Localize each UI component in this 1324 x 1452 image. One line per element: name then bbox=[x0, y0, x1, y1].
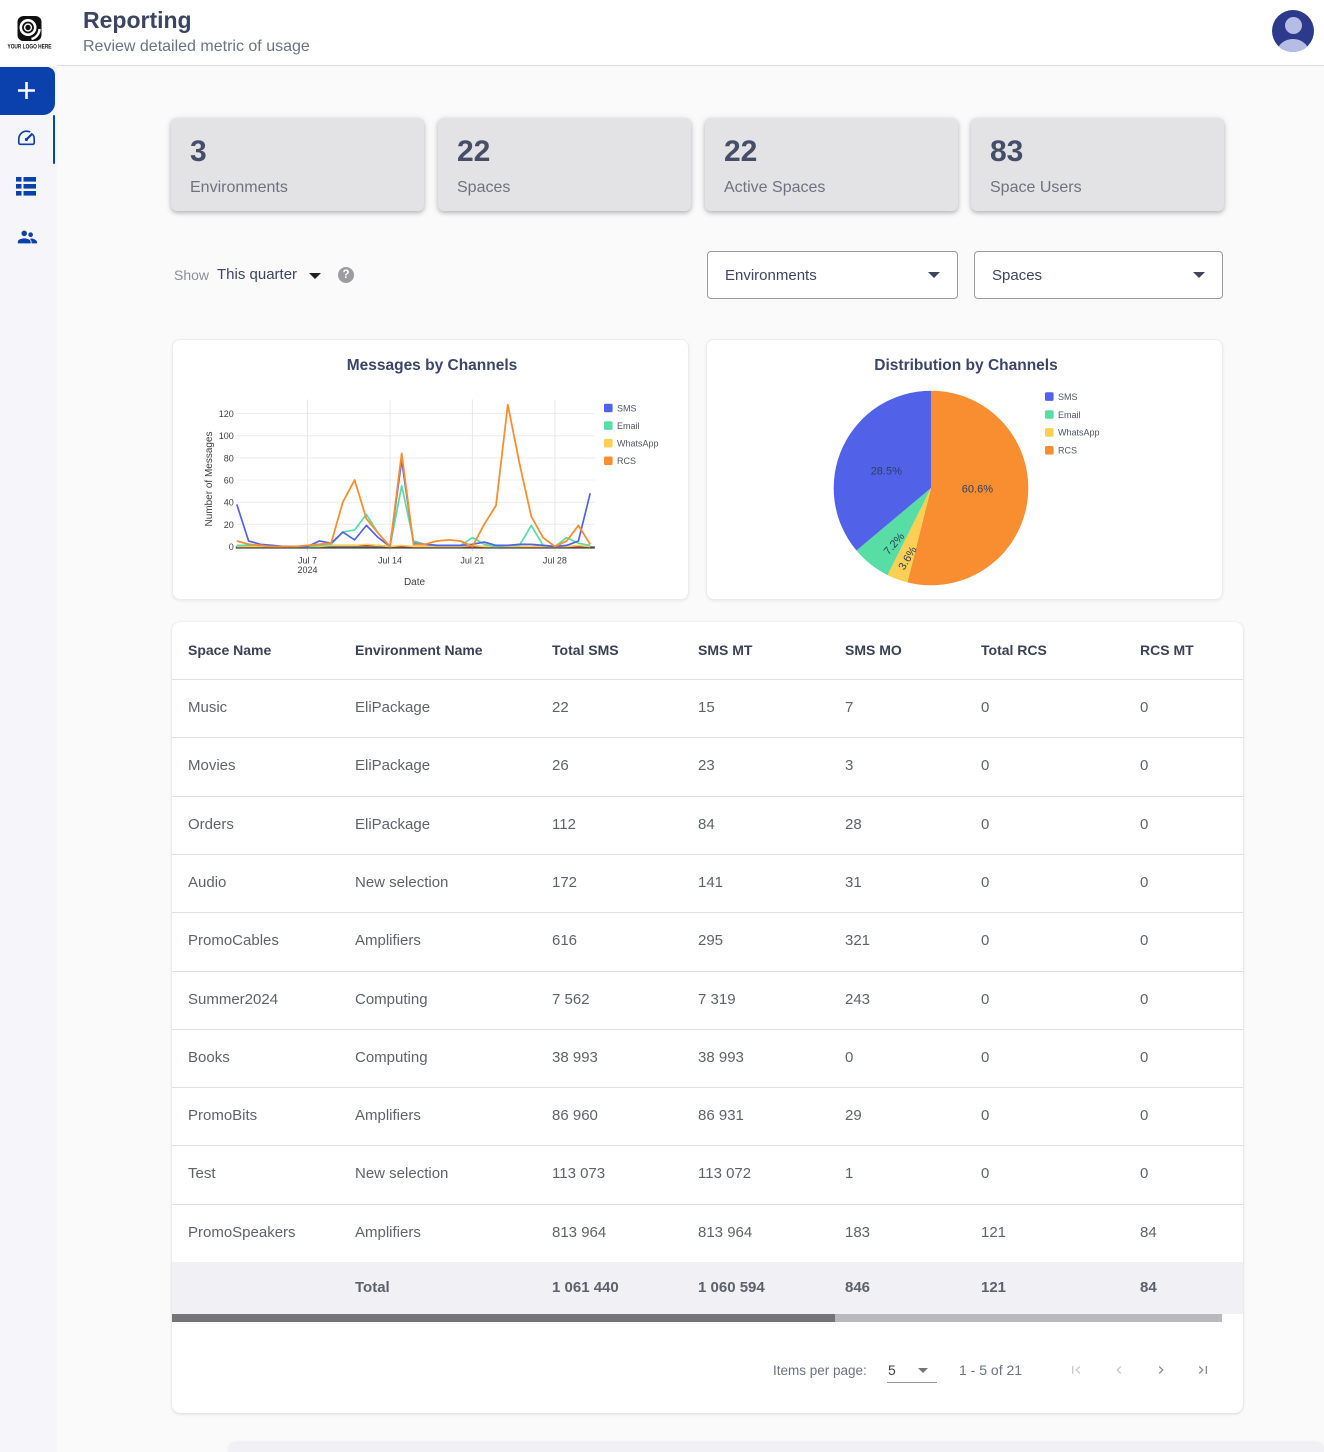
svg-text:60.6%: 60.6% bbox=[962, 484, 993, 496]
svg-text:RCS: RCS bbox=[617, 456, 636, 466]
svg-text:28.5%: 28.5% bbox=[871, 465, 902, 477]
svg-text:120: 120 bbox=[219, 409, 234, 419]
svg-text:Messages by Channels: Messages by Channels bbox=[347, 357, 518, 374]
svg-text:YOUR LOGO HERE: YOUR LOGO HERE bbox=[8, 44, 52, 51]
svg-text:WhatsApp: WhatsApp bbox=[1058, 428, 1100, 438]
svg-text:20: 20 bbox=[224, 520, 234, 530]
svg-text:60: 60 bbox=[224, 476, 234, 486]
svg-text:Email: Email bbox=[617, 421, 640, 431]
svg-text:RCS: RCS bbox=[1058, 446, 1077, 456]
svg-text:40: 40 bbox=[224, 498, 234, 508]
svg-text:2024: 2024 bbox=[297, 565, 317, 575]
svg-text:Jul 7: Jul 7 bbox=[298, 556, 317, 566]
svg-text:80: 80 bbox=[224, 453, 234, 463]
svg-text:Jul 21: Jul 21 bbox=[460, 556, 484, 566]
svg-text:0: 0 bbox=[229, 542, 234, 552]
svg-text:SMS: SMS bbox=[617, 403, 637, 413]
svg-text:Number of Messages: Number of Messages bbox=[204, 431, 215, 526]
svg-text:Jul 28: Jul 28 bbox=[543, 556, 567, 566]
svg-text:Email: Email bbox=[1058, 410, 1081, 420]
svg-text:Jul 14: Jul 14 bbox=[378, 556, 402, 566]
svg-text:100: 100 bbox=[219, 431, 234, 441]
svg-text:WhatsApp: WhatsApp bbox=[617, 439, 659, 449]
svg-text:Distribution by Channels: Distribution by Channels bbox=[874, 357, 1057, 374]
svg-text:SMS: SMS bbox=[1058, 392, 1078, 402]
svg-text:Date: Date bbox=[404, 577, 426, 588]
